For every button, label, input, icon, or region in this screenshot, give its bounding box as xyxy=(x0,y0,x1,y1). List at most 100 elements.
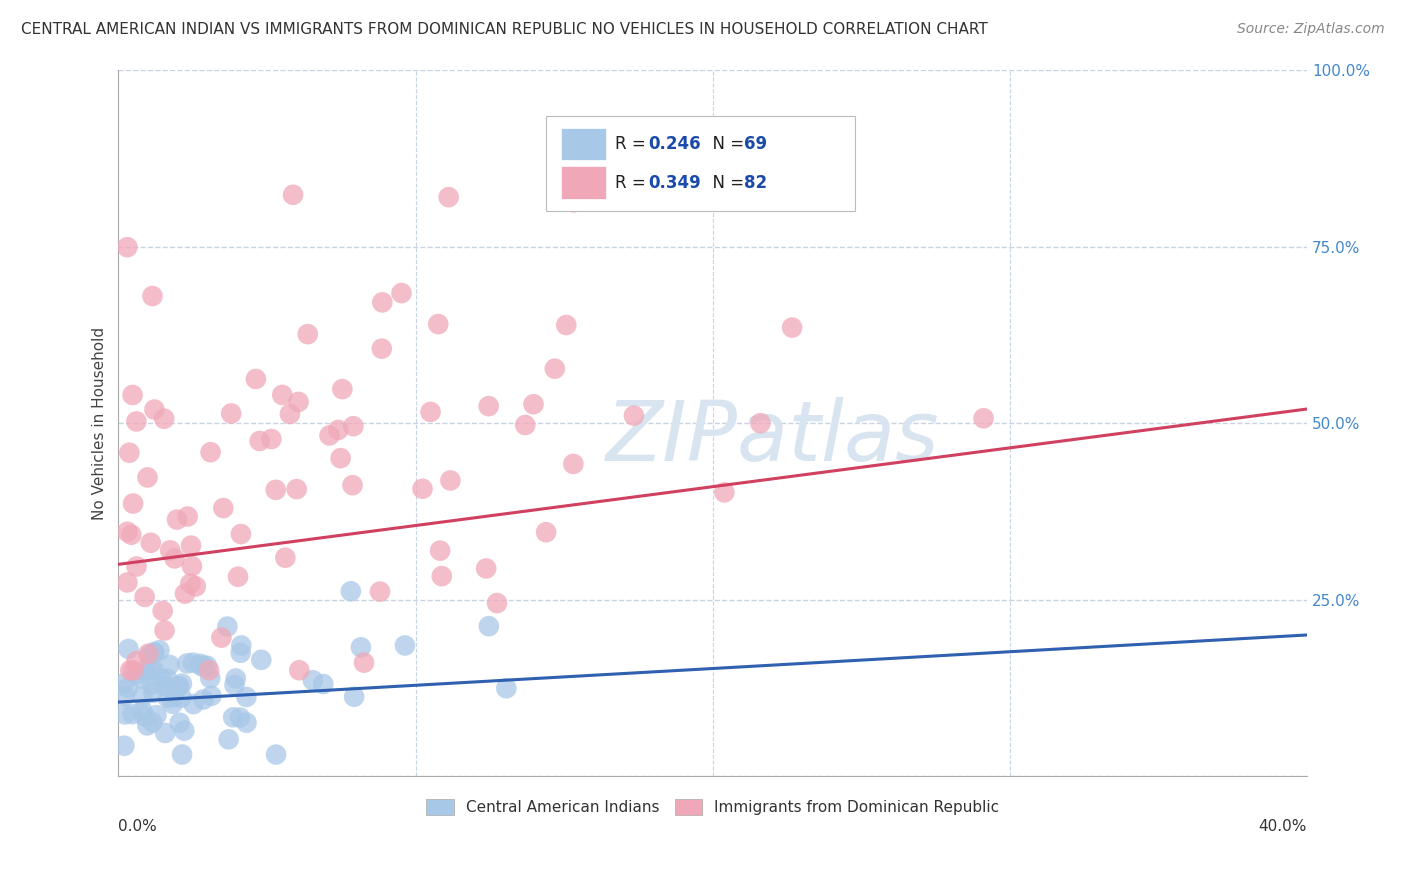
Point xyxy=(136,470,159,484)
Point xyxy=(141,715,163,730)
Point xyxy=(229,710,252,724)
Bar xyxy=(561,166,606,199)
Point xyxy=(156,672,179,686)
Text: 0.349: 0.349 xyxy=(648,174,702,192)
Point xyxy=(200,445,222,459)
Bar xyxy=(561,128,606,161)
Point xyxy=(342,419,364,434)
Point xyxy=(368,584,391,599)
Point xyxy=(143,402,166,417)
Point xyxy=(122,496,145,510)
Point xyxy=(183,697,205,711)
Point xyxy=(193,692,215,706)
Text: 82: 82 xyxy=(744,174,766,192)
Point xyxy=(134,664,156,678)
Point xyxy=(297,327,319,342)
Point xyxy=(117,681,139,695)
Point xyxy=(486,596,509,610)
Text: 0.0%: 0.0% xyxy=(118,819,157,833)
Point xyxy=(120,663,142,677)
Point xyxy=(167,679,190,693)
Point xyxy=(163,690,186,705)
Point xyxy=(522,397,544,411)
Point xyxy=(141,289,163,303)
Point xyxy=(430,569,453,583)
Point xyxy=(180,539,202,553)
Point xyxy=(209,631,232,645)
Point xyxy=(973,411,995,425)
Point xyxy=(159,543,181,558)
Point xyxy=(198,663,221,677)
Point xyxy=(195,658,218,673)
Point xyxy=(478,399,501,413)
Point xyxy=(343,690,366,704)
Point xyxy=(225,672,247,686)
Y-axis label: No Vehicles in Household: No Vehicles in Household xyxy=(93,326,107,520)
Point xyxy=(148,643,170,657)
Point xyxy=(170,676,193,690)
Point xyxy=(134,709,156,723)
Point xyxy=(112,739,135,753)
Text: ZIPatlas: ZIPatlas xyxy=(606,397,939,478)
Point xyxy=(287,395,309,409)
Point xyxy=(371,295,394,310)
Point xyxy=(117,641,139,656)
Point xyxy=(125,559,148,574)
Point xyxy=(302,673,325,688)
Point xyxy=(172,747,194,762)
Point xyxy=(271,388,294,402)
Point xyxy=(153,679,176,693)
Point xyxy=(350,640,373,655)
Point xyxy=(340,584,363,599)
Point xyxy=(142,686,165,700)
Point xyxy=(222,710,245,724)
Point xyxy=(342,478,364,492)
Point xyxy=(439,474,461,488)
Point xyxy=(419,405,441,419)
Point xyxy=(478,619,501,633)
Point xyxy=(188,657,211,671)
Point xyxy=(112,676,135,690)
Point xyxy=(136,718,159,732)
Point xyxy=(142,663,165,677)
Text: CENTRAL AMERICAN INDIAN VS IMMIGRANTS FROM DOMINICAN REPUBLIC NO VEHICLES IN HOU: CENTRAL AMERICAN INDIAN VS IMMIGRANTS FR… xyxy=(21,22,988,37)
Point xyxy=(118,446,141,460)
Point xyxy=(143,646,166,660)
Point xyxy=(495,681,517,696)
Point xyxy=(427,317,450,331)
Point xyxy=(226,570,249,584)
Point xyxy=(138,647,160,661)
Point xyxy=(150,672,173,686)
Point xyxy=(153,411,176,425)
Point xyxy=(193,658,215,673)
Point xyxy=(125,667,148,681)
Point xyxy=(145,708,167,723)
Point xyxy=(112,689,135,703)
Point xyxy=(534,525,557,540)
Point xyxy=(219,407,242,421)
Point xyxy=(278,407,301,421)
Point xyxy=(475,561,498,575)
Point xyxy=(166,513,188,527)
Point xyxy=(138,648,160,663)
Point xyxy=(245,372,267,386)
Point xyxy=(131,704,153,718)
Point xyxy=(152,604,174,618)
Point xyxy=(117,240,139,254)
Point xyxy=(120,527,142,541)
Point xyxy=(218,732,240,747)
Point xyxy=(134,590,156,604)
Point xyxy=(125,654,148,668)
Point xyxy=(328,423,350,437)
Point xyxy=(117,524,139,539)
Point xyxy=(329,451,352,466)
Point xyxy=(249,434,271,448)
Point xyxy=(167,679,190,693)
Point xyxy=(515,417,537,432)
Point xyxy=(162,697,184,711)
Point xyxy=(260,432,283,446)
Point xyxy=(749,416,772,430)
Point xyxy=(173,723,195,738)
Point xyxy=(229,646,252,660)
Point xyxy=(121,707,143,722)
